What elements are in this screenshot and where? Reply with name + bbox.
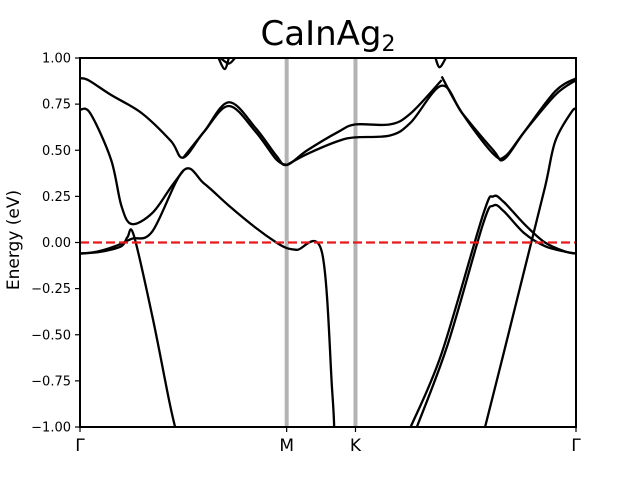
y-tick-label-4: 0.00 — [42, 236, 71, 251]
y-tick-label-1: 0.75 — [42, 98, 71, 113]
band-line-7 — [440, 75, 576, 161]
y-tick-label-0: 1.00 — [42, 52, 71, 67]
y-tick-label-6: −0.50 — [31, 328, 71, 343]
x-tick-label-2: K — [350, 436, 362, 456]
band-line-11 — [217, 58, 230, 71]
x-tick-label-3: Γ — [571, 436, 581, 456]
chart-title-subscript: 2 — [381, 32, 396, 57]
band-line-10 — [483, 107, 576, 427]
y-tick-label-2: 0.50 — [42, 144, 71, 159]
band-line-12 — [219, 58, 236, 65]
y-tick-label-8: −1.00 — [31, 421, 71, 436]
x-tick-label-0: Γ — [75, 436, 85, 456]
band-line-3 — [80, 107, 185, 226]
y-tick-label-5: −0.25 — [31, 282, 71, 297]
x-tick-label-1: M — [279, 436, 294, 456]
chart-title: CaInAg2 — [80, 14, 576, 57]
band-line-13 — [434, 58, 447, 69]
band-line-1 — [80, 167, 336, 427]
chart-title-main: CaInAg — [260, 14, 382, 54]
band-line-9 — [415, 203, 576, 427]
band-line-2 — [80, 228, 177, 427]
band-line-4 — [80, 77, 288, 167]
y-tick-label-7: −0.75 — [31, 374, 71, 389]
y-tick-label-3: 0.25 — [42, 190, 71, 205]
